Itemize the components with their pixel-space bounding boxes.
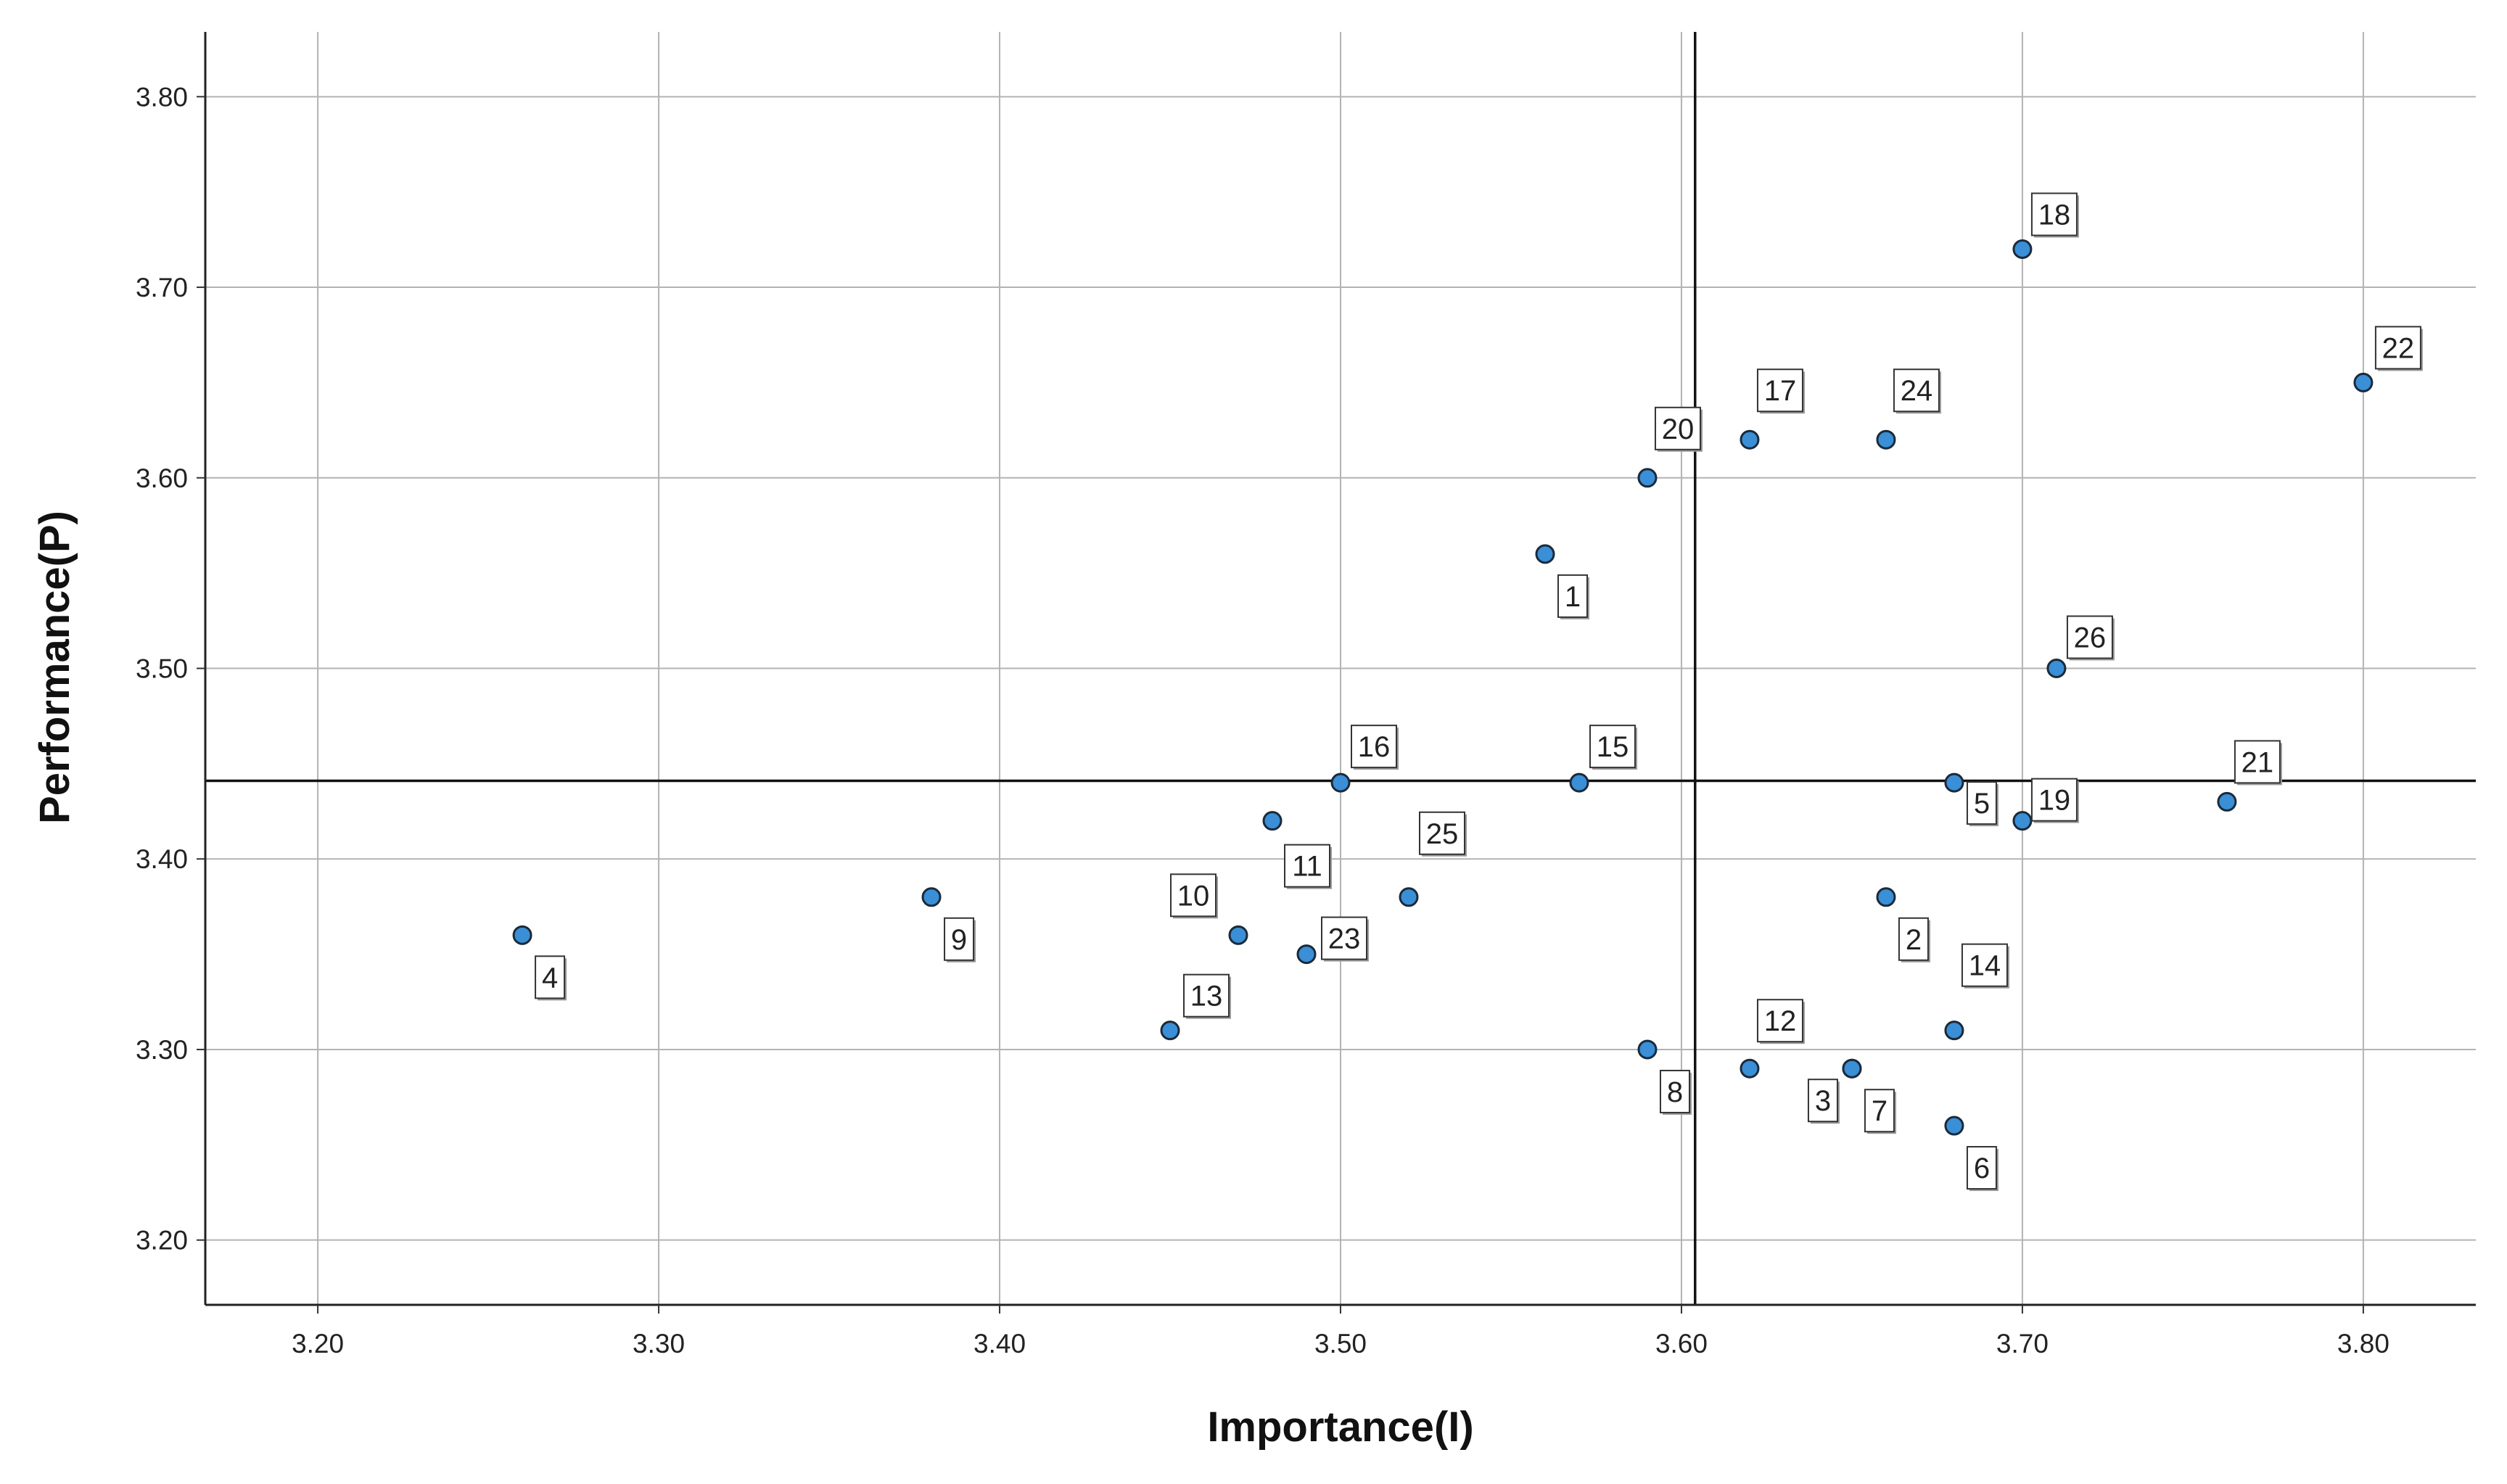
- data-point: [1262, 811, 1283, 831]
- point-label: 13: [1190, 981, 1223, 1013]
- data-point: [1399, 887, 1419, 907]
- y-tick-label: 3.30: [136, 1035, 188, 1065]
- y-tick-label: 3.40: [136, 844, 188, 874]
- point-label-box: [2066, 615, 2113, 659]
- point-label: 1: [1565, 581, 1581, 613]
- point-label-box: [1966, 1146, 1997, 1190]
- x-tick-label: 3.70: [1996, 1329, 2049, 1359]
- data-point: [1842, 1058, 1862, 1079]
- data-point: [1569, 772, 1589, 793]
- x-tick-label: 3.20: [292, 1329, 344, 1359]
- data-point: [1740, 1058, 1760, 1079]
- data-point: [2353, 372, 2374, 392]
- point-label: 17: [1764, 375, 1797, 407]
- point-label-box: [1864, 1089, 1895, 1133]
- y-axis-title: Performance(P): [31, 511, 78, 824]
- data-points: [512, 239, 2374, 1136]
- x-tick-label: 3.40: [973, 1329, 1026, 1359]
- point-label-box: [535, 955, 566, 999]
- y-tick-label: 3.80: [136, 82, 188, 112]
- point-label: 26: [2074, 622, 2107, 654]
- data-point: [1876, 887, 1896, 907]
- point-label-box: [1654, 406, 1701, 450]
- data-point: [1876, 429, 1896, 450]
- x-tick-label: 3.50: [1314, 1329, 1367, 1359]
- data-point: [1944, 1021, 1964, 1041]
- point-label: 11: [1292, 851, 1322, 883]
- point-label-box: [2374, 326, 2421, 370]
- data-point: [1228, 925, 1248, 945]
- y-tick-label: 3.60: [136, 463, 188, 493]
- x-axis-title: Importance(I): [1207, 1403, 1473, 1451]
- point-label: 19: [2038, 785, 2071, 817]
- data-point: [2217, 791, 2237, 812]
- y-tick-label: 3.70: [136, 273, 188, 302]
- point-label-box: [1898, 917, 1929, 961]
- grid: [205, 32, 2476, 1305]
- point-label: 4: [542, 962, 558, 994]
- point-label: 10: [1177, 880, 1210, 912]
- data-point: [1330, 772, 1351, 793]
- point-label-box: [1351, 725, 1397, 769]
- point-label-box: [1756, 368, 1803, 413]
- point-label-box: [1966, 781, 1997, 825]
- point-label-box: [1321, 916, 1368, 960]
- point-label: 18: [2038, 199, 2071, 231]
- point-label: 23: [1328, 923, 1361, 955]
- point-label-box: [1183, 973, 1230, 1018]
- point-label-box: [1170, 873, 1217, 918]
- tick-labels: 3.20 3.30 3.40 3.50 3.60 3.70 3.80 3.20 3.30 3.40…: [136, 82, 2389, 1359]
- data-point: [1296, 944, 1317, 965]
- point-label-box: [2030, 778, 2078, 822]
- point-label: 16: [1358, 731, 1391, 763]
- data-point: [512, 925, 532, 945]
- point-label: 21: [2242, 746, 2274, 778]
- point-label-box: [944, 917, 975, 961]
- y-tick-label: 3.50: [136, 654, 188, 684]
- point-label: 2: [1906, 924, 1922, 956]
- point-label-box: [2030, 192, 2078, 236]
- point-label: 3: [1815, 1085, 1831, 1117]
- data-point: [1740, 429, 1760, 450]
- data-point: [2012, 239, 2033, 260]
- point-label-box: [1659, 1069, 1690, 1113]
- point-label: 7: [1872, 1095, 1888, 1127]
- point-label: 25: [1426, 818, 1459, 850]
- point-label-box: [1557, 574, 1588, 618]
- point-label-box: [1284, 844, 1331, 888]
- point-label: 5: [1974, 788, 1990, 820]
- x-tick-label: 3.30: [633, 1329, 685, 1359]
- data-point: [921, 887, 942, 907]
- point-label: 8: [1667, 1076, 1683, 1108]
- point-label: 6: [1974, 1153, 1990, 1184]
- y-tick-label: 3.20: [136, 1226, 188, 1256]
- data-point: [1160, 1021, 1180, 1041]
- point-label-box: [1807, 1079, 1838, 1123]
- data-point: [1637, 468, 1658, 488]
- point-label-box: [1961, 943, 2008, 987]
- data-point: [1637, 1039, 1658, 1060]
- data-point: [1535, 544, 1555, 564]
- data-point: [2046, 659, 2067, 678]
- data-point: [2012, 811, 2033, 831]
- x-tick-label: 3.60: [1655, 1329, 1708, 1359]
- point-label: 9: [951, 924, 967, 956]
- data-point: [1944, 1116, 1964, 1136]
- point-label-box: [2234, 740, 2281, 784]
- point-label: 15: [1597, 731, 1629, 763]
- point-labels: 1234567891011121314151617181920212223242…: [535, 192, 2423, 1192]
- point-label: 22: [2382, 332, 2415, 364]
- point-label-box: [1589, 725, 1636, 769]
- x-tick-label: 3.80: [2337, 1329, 2389, 1359]
- point-label: 20: [1662, 413, 1695, 445]
- data-point: [1944, 772, 1964, 793]
- point-label-box: [1418, 811, 1465, 855]
- point-label-box: [1756, 999, 1803, 1043]
- point-label-box: [1893, 368, 1940, 413]
- point-label: 12: [1764, 1005, 1797, 1037]
- point-label: 24: [1901, 375, 1933, 407]
- point-label: 14: [1969, 950, 2001, 982]
